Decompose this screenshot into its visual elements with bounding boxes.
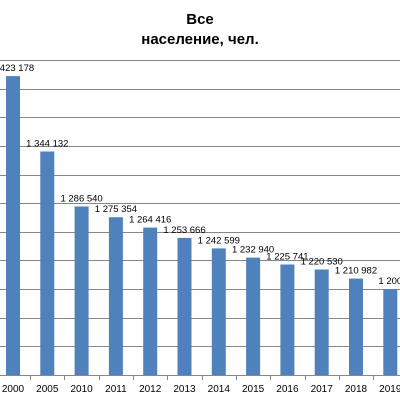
bar-2019 — [383, 289, 398, 375]
x-tick-2000: 2000 — [2, 384, 25, 395]
x-tick-2005: 2005 — [36, 384, 59, 395]
chart-title-line-2: население, чел. — [141, 31, 259, 48]
data-label-2016: 1 225 741 — [266, 252, 308, 263]
data-label-2012: 1 264 416 — [129, 215, 171, 226]
data-label-2017: 1 220 530 — [301, 257, 343, 268]
data-label-2011: 1 275 354 — [95, 204, 137, 215]
x-tick-2016: 2016 — [276, 384, 299, 395]
x-tick-2011: 2011 — [105, 384, 127, 395]
x-tick-2015: 2015 — [242, 384, 265, 395]
data-label-2015: 1 232 940 — [232, 245, 274, 256]
bar-2013 — [177, 237, 192, 375]
gridlines — [0, 60, 400, 347]
chart-title-line-1: Все — [186, 11, 214, 28]
x-tick-2017: 2017 — [311, 384, 334, 395]
x-tick-labels: 2000 2005 2010 2011 2012 2013 2014 2015 2016 2017… — [2, 384, 400, 395]
x-tick-2012: 2012 — [139, 384, 162, 395]
bar-2014 — [211, 248, 226, 375]
bar-2016 — [280, 264, 295, 375]
data-label-2010: 1 286 540 — [60, 194, 102, 205]
data-label-2014: 1 242 599 — [198, 235, 240, 246]
bar-2018 — [349, 278, 363, 375]
bar-2010 — [74, 206, 89, 375]
x-tick-2019: 2019 — [379, 384, 400, 395]
x-tick-2014: 2014 — [208, 384, 231, 395]
data-label-2000: 1 423 178 — [0, 63, 34, 74]
x-tick-2013: 2013 — [173, 384, 196, 395]
data-label-2019: 1 200 — [378, 276, 400, 287]
bar-2015 — [246, 257, 261, 375]
bar-2012 — [143, 227, 158, 375]
data-label-2005: 1 344 132 — [26, 139, 68, 150]
x-axis — [0, 375, 400, 380]
data-label-2018: 1 210 982 — [335, 266, 377, 277]
x-tick-2010: 2010 — [70, 384, 93, 395]
bar-2017 — [314, 269, 329, 375]
bar-2000 — [6, 76, 20, 375]
bar-2005 — [40, 151, 55, 375]
bars — [6, 76, 398, 375]
bar-2011 — [108, 217, 123, 375]
data-label-2013: 1 253 666 — [163, 225, 205, 236]
x-tick-2018: 2018 — [345, 384, 368, 395]
